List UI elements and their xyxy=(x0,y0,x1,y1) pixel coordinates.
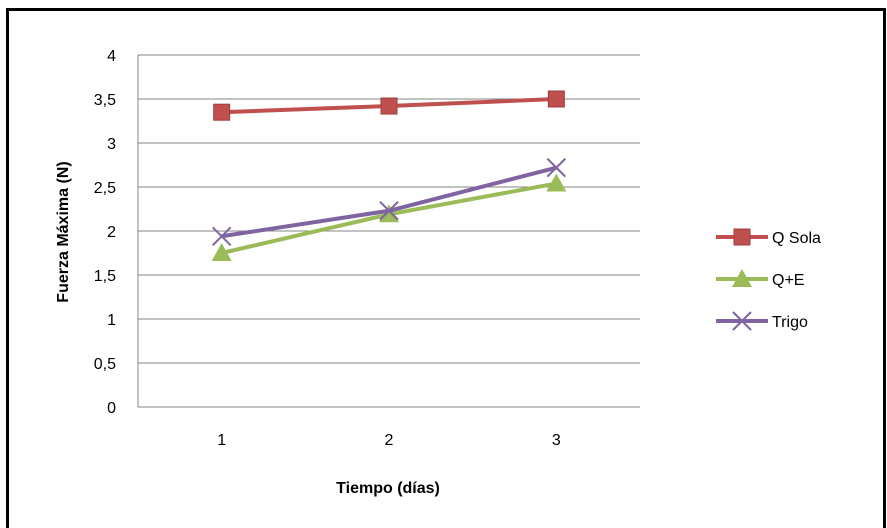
legend: Q Sola Q+E Trigo xyxy=(716,228,821,331)
legend-label: Q+E xyxy=(772,272,804,289)
y-tick-label: 2,5 xyxy=(94,180,116,197)
series-group xyxy=(211,90,567,261)
legend-marker xyxy=(732,311,752,331)
x-axis-title: Tiempo (días) xyxy=(336,480,440,497)
data-point xyxy=(211,226,232,246)
series-q-e xyxy=(211,173,567,261)
data-point xyxy=(213,103,231,121)
y-tick-label: 1,5 xyxy=(94,268,116,285)
data-point xyxy=(379,204,399,223)
legend-marker xyxy=(733,228,751,246)
y-tick-label: 3 xyxy=(107,136,116,153)
x-tick-label: 2 xyxy=(385,432,394,449)
y-tick-label: 2 xyxy=(107,224,116,241)
data-point xyxy=(546,157,567,178)
series-trigo xyxy=(211,157,567,246)
legend-item: Q+E xyxy=(716,269,804,289)
data-point xyxy=(379,201,399,221)
legend-label: Q Sola xyxy=(772,230,821,247)
series-line xyxy=(221,165,557,239)
y-tick-label: 4 xyxy=(107,48,116,65)
legend-item: Q Sola xyxy=(716,228,821,247)
y-tick-label: 0 xyxy=(107,400,116,417)
data-point xyxy=(211,243,232,261)
y-tick-label: 0,5 xyxy=(94,356,116,373)
chart-frame xyxy=(6,8,886,528)
gridlines xyxy=(138,54,640,364)
y-tick-label: 1 xyxy=(107,312,116,329)
y-tick-labels: 0 0,5 1 1,5 2 2,5 3 3,5 4 xyxy=(94,48,116,417)
y-tick-label: 3,5 xyxy=(94,92,116,109)
x-tick-label: 1 xyxy=(217,432,226,449)
y-axis-title: Fuerza Máxima (N) xyxy=(55,161,72,302)
x-tick-labels: 1 2 3 xyxy=(217,432,561,449)
data-point xyxy=(380,97,398,115)
x-tick-label: 3 xyxy=(552,432,561,449)
legend-item: Trigo xyxy=(716,311,808,331)
data-point xyxy=(547,90,565,108)
axes xyxy=(137,55,640,408)
legend-label: Trigo xyxy=(772,314,808,331)
data-point xyxy=(546,173,567,192)
series-q-sola xyxy=(213,90,565,121)
legend-marker xyxy=(732,269,752,287)
